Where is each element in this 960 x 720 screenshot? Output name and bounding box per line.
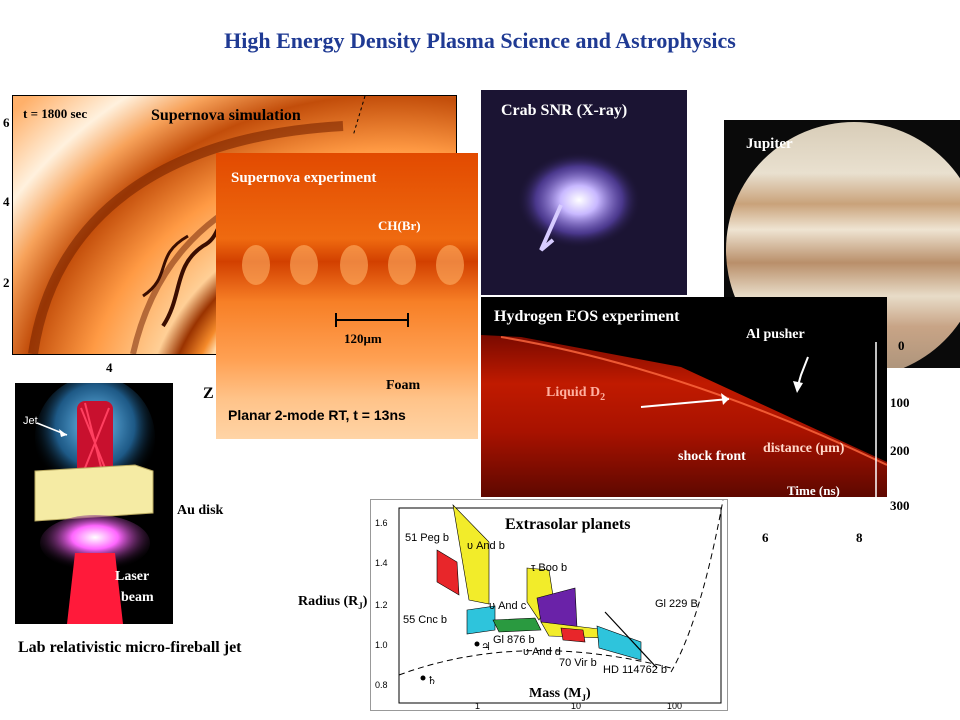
- shock-front-label: shock front: [678, 449, 746, 464]
- liquid-d2-subscript: 2: [600, 391, 606, 403]
- ch-br-label: CH(Br): [378, 218, 421, 233]
- sim-y-tick-6: 6: [3, 115, 10, 130]
- planet-label-boo-b: τ Boo b: [531, 562, 568, 574]
- distance-label: distance (μm): [763, 441, 845, 456]
- scale-bar-label: 120μm: [344, 331, 382, 346]
- planets-y-tick-1-4: 1.4: [375, 558, 388, 568]
- hydrogen-eos-label: Hydrogen EOS experiment: [494, 308, 680, 325]
- supernova-simulation-label: Supernova simulation: [151, 107, 301, 124]
- sim-y-tick-4: 4: [3, 194, 10, 209]
- time-label: Time (ns): [787, 483, 840, 497]
- planet-label-55-cnc: 55 Cnc b: [403, 614, 448, 626]
- planet-label-and-d: υ And d: [523, 646, 561, 658]
- crab-snr-label: Crab SNR (X-ray): [501, 102, 628, 119]
- planet-label-70-vir: 70 Vir b: [559, 657, 597, 669]
- planets-y-tick-1-2: 1.2: [375, 600, 388, 610]
- planet-label-51-peg: 51 Peg b: [405, 532, 450, 544]
- eos-y-tick-200: 200: [890, 443, 910, 458]
- page-title: High Energy Density Plasma Science and A…: [224, 28, 736, 53]
- extrasolar-planets-title: Extrasolar planets: [505, 516, 631, 533]
- liquid-d2-label: Liquid D2: [546, 385, 605, 403]
- planets-y-tick-1-0: 1.0: [375, 640, 388, 650]
- eos-streak-svg: [481, 335, 887, 497]
- planets-y-label-text: Radius (R: [298, 594, 359, 609]
- saturn-symbol: ♄: [427, 675, 437, 687]
- supernova-experiment-image: Supernova experiment CH(Br) 120μm Foam P…: [216, 153, 478, 439]
- sim-z-label: Z: [203, 385, 214, 402]
- jet-image: Jet Laser beam: [15, 383, 173, 624]
- laser-beam-label-line2: beam: [121, 590, 154, 605]
- planet-label-hd114762: HD 114762 b: [603, 664, 668, 676]
- extrasolar-planets-chart: Extrasolar planets 51 Peg b υ And b τ Bo…: [370, 499, 728, 711]
- jet-svg: [34, 383, 155, 624]
- planets-y-label-sub: J: [358, 600, 363, 611]
- planets-y-label: Radius (RJ): [298, 594, 367, 611]
- crab-nebula-svg: [517, 152, 641, 252]
- supernova-time-label: t = 1800 sec: [23, 106, 88, 121]
- planets-y-tick-0-8: 0.8: [375, 680, 388, 690]
- planets-plot-svg: [398, 500, 724, 704]
- jet-caption: Lab relativistic micro-fireball jet: [18, 639, 242, 656]
- eos-y-tick-300: 300: [890, 498, 910, 513]
- eos-y-tick-0: 0: [898, 338, 905, 353]
- sim-x-tick-4: 4: [106, 360, 113, 375]
- eos-x-tick-8: 8: [856, 530, 863, 545]
- crab-snr-image: Crab SNR (X-ray): [481, 90, 687, 295]
- planar-rt-caption: Planar 2-mode RT, t = 13ns: [228, 407, 406, 423]
- jet-label: Jet: [23, 415, 38, 427]
- eos-y-tick-100: 100: [890, 395, 910, 410]
- planet-label-and-c: υ And c: [489, 600, 527, 612]
- supernova-experiment-label: Supernova experiment: [231, 170, 377, 186]
- planets-x-label-text: Mass (M: [529, 686, 582, 701]
- jupiter-symbol: ♃: [481, 641, 491, 653]
- planet-label-gl229: Gl 229 B: [655, 598, 698, 610]
- planet-label-and-b: υ And b: [467, 540, 505, 552]
- foam-label: Foam: [386, 378, 421, 393]
- planets-x-tick-1: 1: [475, 701, 481, 711]
- rt-bubbles-svg: [242, 245, 464, 327]
- al-pusher-label: Al pusher: [746, 327, 805, 343]
- au-disk-label: Au disk: [177, 503, 224, 518]
- planets-x-tick-10: 10: [571, 701, 582, 711]
- planets-y-label-end: ): [362, 594, 368, 609]
- eos-x-tick-6: 6: [762, 530, 769, 545]
- liquid-d2-text: Liquid D: [546, 385, 601, 400]
- planets-x-label-sub: J: [581, 692, 587, 703]
- hydrogen-eos-image: Hydrogen EOS experiment Al pusher Liquid…: [481, 297, 887, 497]
- planets-y-tick-1-6: 1.6: [375, 518, 388, 528]
- sim-y-tick-2: 2: [3, 275, 10, 290]
- planets-x-label: Mass (MJ): [529, 686, 591, 703]
- planet-label-gl876: Gl 876 b: [493, 634, 535, 646]
- jupiter-label: Jupiter: [746, 136, 793, 152]
- planets-x-label-end: ): [586, 686, 591, 701]
- al-pusher-text: Al pusher: [746, 327, 805, 342]
- planets-x-tick-100: 100: [667, 701, 683, 711]
- laser-beam-label-line1: Laser: [115, 569, 150, 584]
